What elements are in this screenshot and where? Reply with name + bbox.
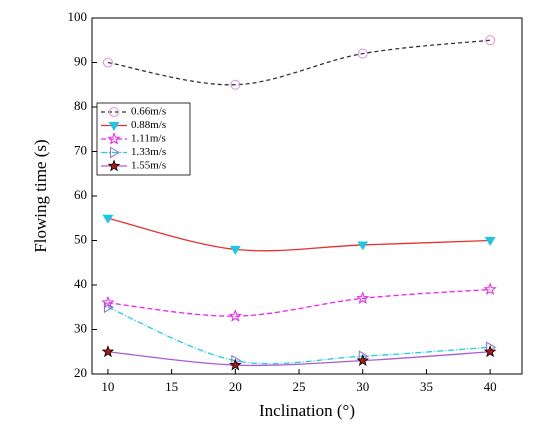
legend: 0.66m/s0.88m/s 1.11m/s1.33m/s 1.55m/s bbox=[96, 102, 191, 176]
marker bbox=[356, 354, 370, 367]
marker bbox=[103, 301, 114, 314]
legend-marker bbox=[109, 107, 119, 117]
marker bbox=[356, 291, 370, 304]
x-axis-title: Inclination (°) bbox=[259, 401, 355, 420]
x-tick-label: 20 bbox=[229, 379, 242, 394]
x-tick-label: 10 bbox=[101, 379, 114, 394]
marker bbox=[229, 245, 241, 255]
x-tick-label: 25 bbox=[293, 379, 306, 394]
y-tick-label: 70 bbox=[74, 142, 87, 157]
marker bbox=[228, 309, 242, 322]
legend-label: 0.88m/s bbox=[131, 119, 166, 131]
legend-marker bbox=[108, 122, 120, 131]
marker bbox=[101, 345, 115, 358]
x-tick-label: 35 bbox=[420, 379, 433, 394]
marker bbox=[102, 214, 114, 224]
legend-label: 1.55m/s bbox=[131, 160, 166, 172]
legend-label: 1.33m/s bbox=[131, 146, 166, 158]
series-line bbox=[107, 39, 491, 86]
x-tick-label: 30 bbox=[356, 379, 369, 394]
series-line bbox=[107, 351, 491, 367]
y-tick-label: 90 bbox=[74, 53, 87, 68]
marker bbox=[485, 35, 496, 46]
marker bbox=[484, 237, 496, 246]
legend-marker bbox=[107, 132, 121, 145]
y-tick-label: 30 bbox=[74, 320, 87, 335]
y-tick-label: 100 bbox=[68, 9, 88, 24]
series-line bbox=[107, 217, 491, 252]
y-tick-label: 80 bbox=[74, 98, 87, 113]
y-tick-label: 40 bbox=[74, 276, 87, 291]
marker bbox=[483, 282, 497, 296]
x-tick-label: 15 bbox=[165, 379, 178, 394]
legend-marker bbox=[107, 159, 121, 172]
y-tick-label: 20 bbox=[74, 365, 87, 380]
marker bbox=[357, 241, 369, 251]
series-line bbox=[107, 288, 491, 317]
plot-frame bbox=[91, 17, 523, 375]
marker bbox=[230, 79, 241, 90]
marker bbox=[102, 57, 113, 68]
marker bbox=[483, 345, 497, 358]
y-axis-title: Flowing time (s) bbox=[31, 139, 50, 252]
legend-label: 0.66m/s bbox=[131, 106, 166, 118]
marker bbox=[101, 295, 115, 309]
marker bbox=[229, 358, 242, 371]
marker bbox=[357, 48, 368, 59]
y-tick-label: 60 bbox=[74, 187, 87, 202]
series-line bbox=[107, 306, 491, 365]
y-tick-label: 50 bbox=[74, 231, 87, 246]
legend-label: 1.11m/s bbox=[131, 133, 166, 145]
legend-marker bbox=[110, 146, 120, 159]
x-tick-label: 40 bbox=[484, 379, 497, 394]
